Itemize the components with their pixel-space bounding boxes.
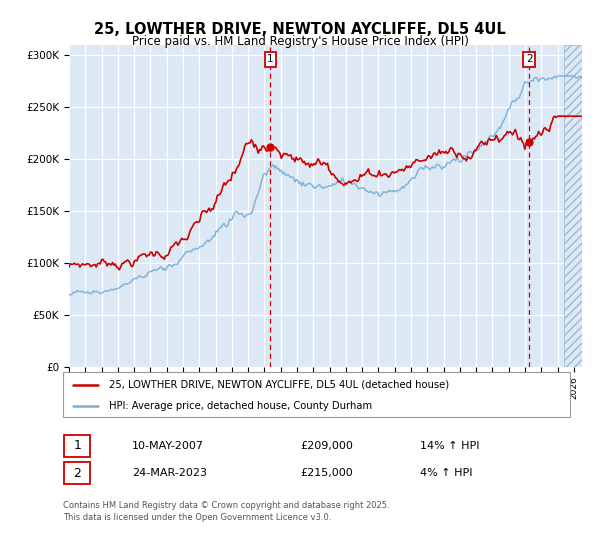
Text: 1: 1 (73, 439, 82, 452)
FancyBboxPatch shape (64, 435, 91, 457)
Text: 4% ↑ HPI: 4% ↑ HPI (420, 468, 473, 478)
Text: 14% ↑ HPI: 14% ↑ HPI (420, 441, 479, 451)
Text: Contains HM Land Registry data © Crown copyright and database right 2025.
This d: Contains HM Land Registry data © Crown c… (63, 501, 389, 522)
Text: 2: 2 (526, 54, 532, 64)
Text: Price paid vs. HM Land Registry's House Price Index (HPI): Price paid vs. HM Land Registry's House … (131, 35, 469, 48)
Text: 25, LOWTHER DRIVE, NEWTON AYCLIFFE, DL5 4UL (detached house): 25, LOWTHER DRIVE, NEWTON AYCLIFFE, DL5 … (109, 380, 449, 390)
Text: HPI: Average price, detached house, County Durham: HPI: Average price, detached house, Coun… (109, 401, 372, 411)
Text: £215,000: £215,000 (300, 468, 353, 478)
FancyBboxPatch shape (64, 462, 91, 484)
FancyBboxPatch shape (63, 372, 570, 417)
Text: 10-MAY-2007: 10-MAY-2007 (132, 441, 204, 451)
Text: 25, LOWTHER DRIVE, NEWTON AYCLIFFE, DL5 4UL: 25, LOWTHER DRIVE, NEWTON AYCLIFFE, DL5 … (94, 22, 506, 38)
Text: 24-MAR-2023: 24-MAR-2023 (132, 468, 207, 478)
Bar (565, 45, 590, 367)
Text: 1: 1 (267, 54, 274, 64)
Text: £209,000: £209,000 (300, 441, 353, 451)
Text: 2: 2 (73, 466, 82, 480)
